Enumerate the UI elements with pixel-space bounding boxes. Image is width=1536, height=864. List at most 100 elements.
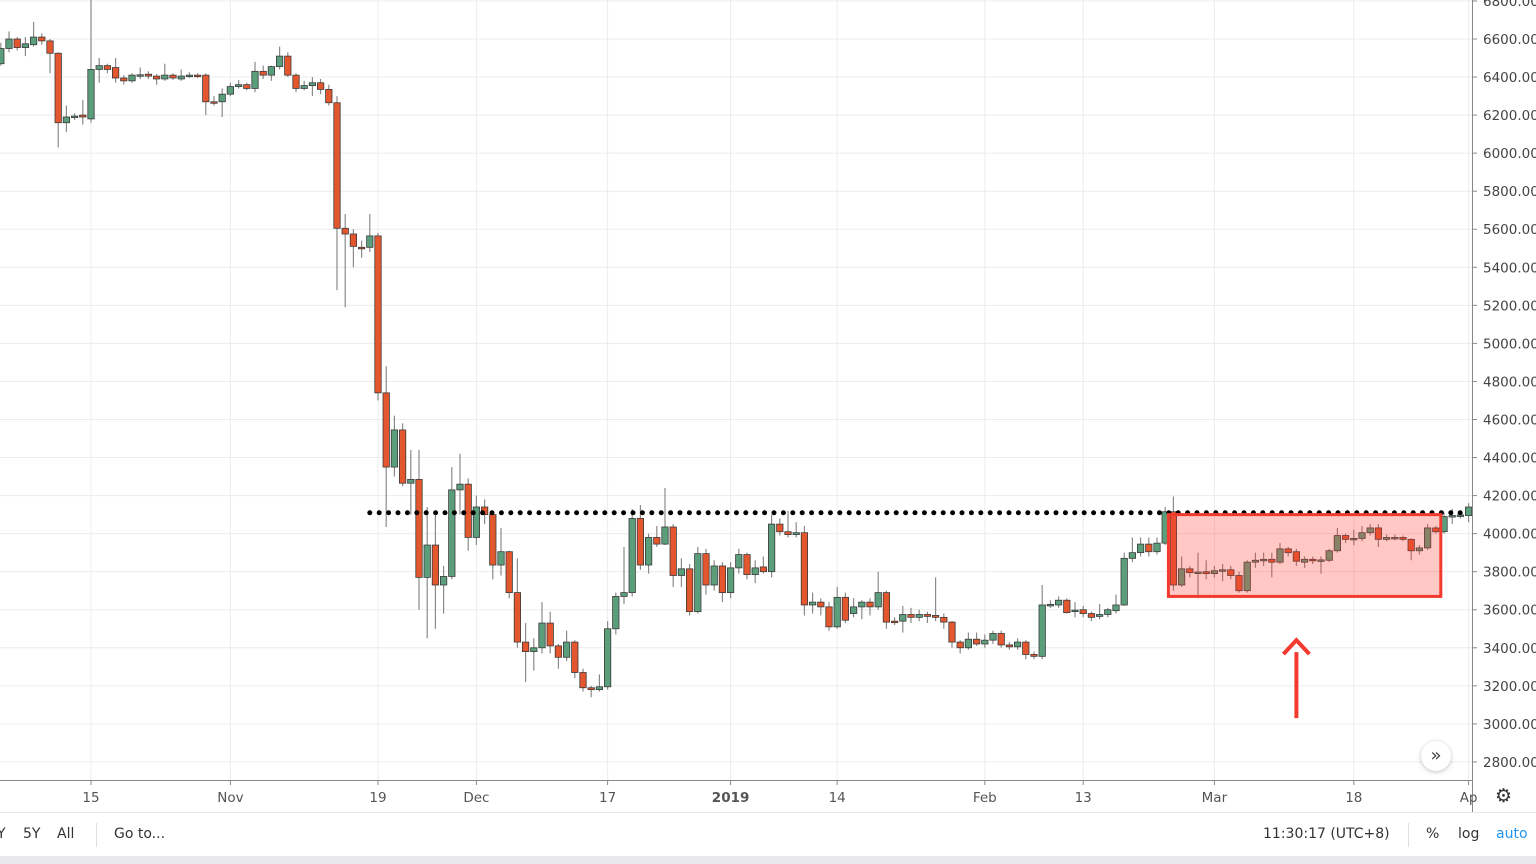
candle-body-up — [308, 82, 317, 87]
candle — [669, 524, 677, 587]
candle — [1399, 535, 1407, 542]
candle-body-down — [46, 40, 54, 54]
candle-body-up — [407, 479, 415, 484]
range-y-button[interactable]: Y — [0, 826, 6, 842]
candle — [661, 487, 669, 546]
candle — [415, 449, 423, 610]
candle-body-down — [103, 65, 111, 70]
candle-body-down — [759, 566, 768, 573]
goto-button[interactable]: Go to... — [114, 826, 166, 842]
candle-body-down — [398, 429, 407, 484]
candle-body-up — [1178, 568, 1186, 586]
candle-body-up — [128, 74, 136, 82]
grid — [0, 0, 1472, 780]
candle — [448, 467, 456, 580]
candle-body-up — [300, 85, 308, 89]
time-tick-label: 2019 — [712, 790, 750, 806]
scroll-to-realtime-button[interactable]: » — [1421, 741, 1451, 771]
candle — [866, 598, 874, 616]
candle-body-up — [1260, 558, 1268, 562]
candle — [1038, 585, 1046, 660]
candle-body-down — [1079, 609, 1087, 614]
candle — [1014, 638, 1022, 650]
candle-body-down — [571, 641, 579, 673]
candle-body-up — [1358, 532, 1366, 539]
candle-body-down — [1202, 571, 1210, 574]
price-tick-label: 6800.00 — [1483, 0, 1536, 10]
candle — [989, 630, 997, 644]
candle-body-down — [513, 592, 522, 643]
candle-body-down — [522, 641, 530, 652]
candle-body-down — [1186, 568, 1194, 574]
auto-toggle[interactable]: auto — [1496, 826, 1528, 842]
candle-body-up — [71, 115, 79, 118]
candle — [1120, 552, 1128, 606]
candle — [472, 495, 481, 546]
candle — [1169, 496, 1177, 591]
candle-body-up — [604, 628, 612, 688]
candle-body-down — [932, 615, 940, 618]
candle-body-up — [809, 601, 817, 606]
candle — [1104, 607, 1112, 618]
range-5y-button[interactable]: 5Y — [23, 826, 41, 842]
clock-timezone[interactable]: 11:30:17 (UTC+8) — [1263, 826, 1390, 842]
annotations[interactable] — [367, 510, 1472, 719]
candle-body-up — [538, 622, 546, 649]
price-tick-label: 3000.00 — [1483, 717, 1536, 733]
candle — [423, 507, 431, 639]
candle — [833, 586, 841, 629]
price-tick-label: 4000.00 — [1483, 527, 1536, 543]
candle — [735, 548, 743, 574]
candle — [1227, 565, 1235, 580]
candle-body-up — [1014, 641, 1022, 648]
candle — [702, 548, 710, 595]
candle — [243, 82, 251, 91]
candle-body-up — [1096, 614, 1104, 617]
percent-toggle[interactable]: % — [1426, 826, 1440, 842]
candle — [177, 69, 185, 81]
candle-body-up — [628, 518, 636, 594]
time-tick-label: Feb — [973, 790, 997, 806]
candle — [1235, 571, 1243, 593]
candle — [563, 630, 571, 662]
candle-body-up — [751, 567, 759, 575]
range-all-button[interactable]: All — [57, 826, 75, 842]
candle-body-up — [563, 641, 571, 658]
price-axis[interactable]: 6800.00 6600.00 6400.00 6200.00 6000.00 5800.… — [1472, 0, 1536, 812]
candle — [128, 73, 136, 83]
candle-body-down — [587, 687, 595, 691]
time-tick-label: 19 — [369, 790, 386, 806]
candle — [1178, 556, 1186, 587]
candlestick-chart[interactable]: 6800.00 6600.00 6400.00 6200.00 6000.00 5800.… — [0, 0, 1536, 812]
candle — [554, 643, 563, 669]
candle-body-down — [38, 36, 46, 42]
gear-icon[interactable]: ⚙ — [1495, 785, 1513, 807]
candle — [1432, 526, 1440, 534]
candle-body-up — [234, 84, 243, 87]
time-axis[interactable]: 15 Nov 19 Dec 17 2019 14 Feb 13 Mar 18 Ap — [0, 780, 1478, 812]
candle — [948, 621, 956, 648]
candle-body-down — [152, 75, 161, 80]
candle-body-up — [1333, 535, 1341, 552]
candle-body-up — [915, 614, 923, 618]
price-tick-label: 4800.00 — [1483, 374, 1536, 390]
candle — [5, 31, 13, 53]
candle — [1046, 600, 1054, 608]
candle — [1333, 527, 1341, 553]
candle — [292, 73, 300, 93]
price-axis-bg — [1472, 0, 1536, 812]
candle — [1145, 537, 1153, 557]
price-tick-label: 3800.00 — [1483, 565, 1536, 581]
candle — [636, 505, 645, 570]
candle-body-up — [530, 647, 538, 652]
log-toggle[interactable]: log — [1458, 826, 1480, 842]
candle — [973, 632, 981, 646]
candle — [390, 415, 399, 477]
candle-body-up — [1366, 527, 1374, 534]
candle-body-down — [825, 606, 833, 628]
candle-body-down — [891, 620, 899, 624]
candle-body-up — [1465, 506, 1473, 516]
candle — [1096, 604, 1104, 620]
candle-body-down — [144, 73, 152, 77]
candle-body-up — [29, 36, 38, 46]
